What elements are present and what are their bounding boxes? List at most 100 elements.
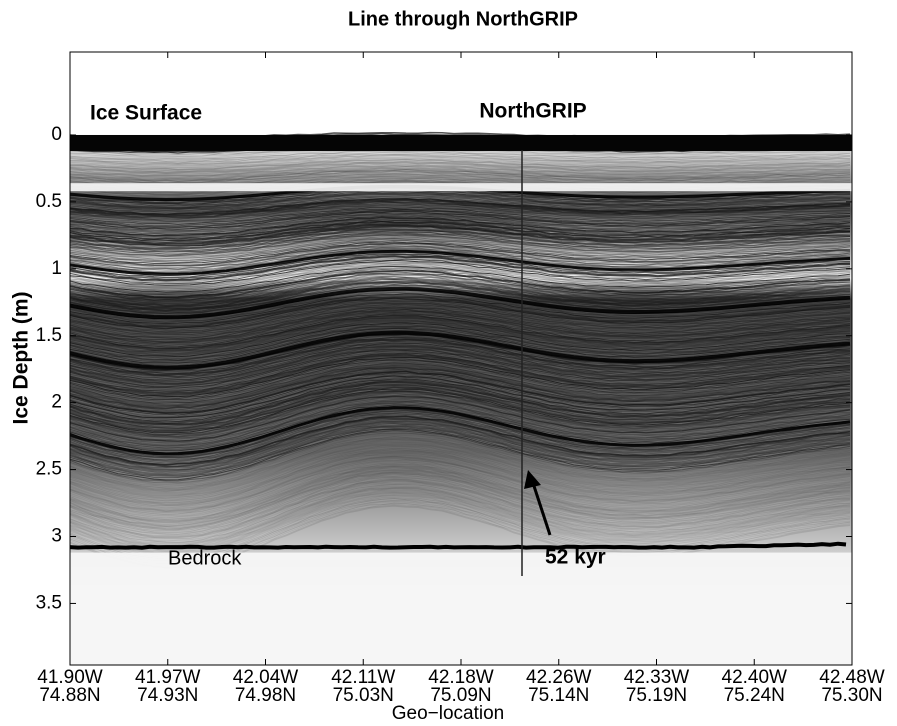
echogram-layer [70,234,851,257]
echogram-layer [70,278,851,308]
echogram-layer [70,217,851,239]
echogram-layer [70,404,851,452]
echogram-strong-layer [70,286,851,320]
x-tick-label: 75.03N [333,685,394,706]
x-tick-label: 74.93N [137,685,198,706]
echogram-layer [70,255,851,282]
echogram-layer [70,390,851,436]
below-bedrock [70,552,852,665]
annotation: Ice Surface [90,102,202,125]
echogram-layer [70,261,851,288]
echogram-layer [70,241,851,264]
annotation: 52 kyr [545,546,606,569]
echogram-layer [70,169,851,182]
echogram-strong-layer [70,249,851,276]
echogram-layer [70,349,851,389]
echogram-layer [70,452,851,507]
echogram-layer [70,266,851,295]
chart-title: Line through NorthGRIP [348,8,578,30]
echogram-layer [70,346,851,386]
echogram-layer [70,153,851,164]
x-tick-label: 42.26W [526,667,592,688]
echogram-layer [70,263,851,290]
x-tick-label: 75.24N [724,685,785,706]
echogram-layer [70,320,851,357]
x-tick-label: 42.11W [331,667,395,688]
x-tick-label: 42.48W [819,667,885,688]
echogram-layer [70,442,851,496]
echogram-layer [70,327,851,362]
echogram-layer [70,411,851,461]
x-axis-label: Geo−location [392,703,505,724]
echogram-layer [70,454,851,509]
x-tick-label: 41.90W [37,667,103,688]
echogram-layer [70,430,851,482]
echogram-layer [70,297,851,330]
echogram-layer [70,215,851,235]
echogram-layer [70,283,851,313]
echogram-layer [70,342,851,381]
echogram-layer [70,415,851,466]
echogram-layer [70,377,851,421]
y-tick-label: 0 [51,124,62,145]
x-tick-label: 41.97W [135,667,201,688]
echogram-layer [70,356,851,398]
echogram-layer [70,363,851,407]
echogram-layer [70,465,851,522]
echogram-layer [70,197,850,216]
echogram-layer [70,395,851,442]
echogram-layer [70,417,851,468]
echogram-layer [70,420,851,471]
echogram-layer [70,372,851,416]
echogram-layer [70,302,851,334]
echogram-layer [70,358,851,399]
y-tick-label: 3.5 [36,592,62,613]
echogram-layer [70,340,851,379]
x-tick-label: 42.18W [428,667,494,688]
echogram-layer [70,284,851,315]
echogram-layer [70,369,851,413]
echogram-layer [70,450,851,506]
echogram-layer [70,418,851,469]
echogram-layer [70,415,851,464]
echogram-layer [70,161,851,174]
echogram-layer [70,348,851,388]
echogram-layer [70,322,851,358]
echogram-layer [70,150,851,160]
x-tick-label: 75.19N [626,685,687,706]
echogram-layer [70,362,851,404]
echogram-layer [70,206,851,225]
echogram-layer [70,473,851,532]
echogram-layer [70,390,851,438]
echogram-layer [70,484,851,543]
y-tick-label: 1.5 [36,325,62,346]
echogram-layer [70,468,851,526]
echogram-layer [70,216,851,237]
echogram-layer [70,195,851,212]
echogram-layer [70,485,851,545]
x-tick-label: 75.14N [528,685,589,706]
echogram-layer [70,314,851,350]
echogram-layer [70,424,851,476]
echogram-layer [70,471,851,529]
echogram-layer [70,427,851,478]
echogram-layer [70,327,851,364]
echogram-layer [70,381,851,426]
echogram-layer [70,246,851,270]
echogram-layer [70,471,851,531]
echogram-layer [70,213,851,234]
echogram-layer [70,408,851,457]
echogram-layer [70,257,851,283]
arrow-head [524,470,541,489]
echogram-layer [70,366,851,410]
echogram-layer [70,475,851,533]
echogram-layer [70,392,851,439]
x-tick-label: 75.30N [821,685,882,706]
echogram-layer [70,494,851,555]
echogram-layer [70,437,851,491]
echogram-layer [70,254,851,280]
x-tick-label: 75.09N [430,685,491,706]
echogram-layer [70,296,851,328]
echogram-layer [70,454,851,511]
